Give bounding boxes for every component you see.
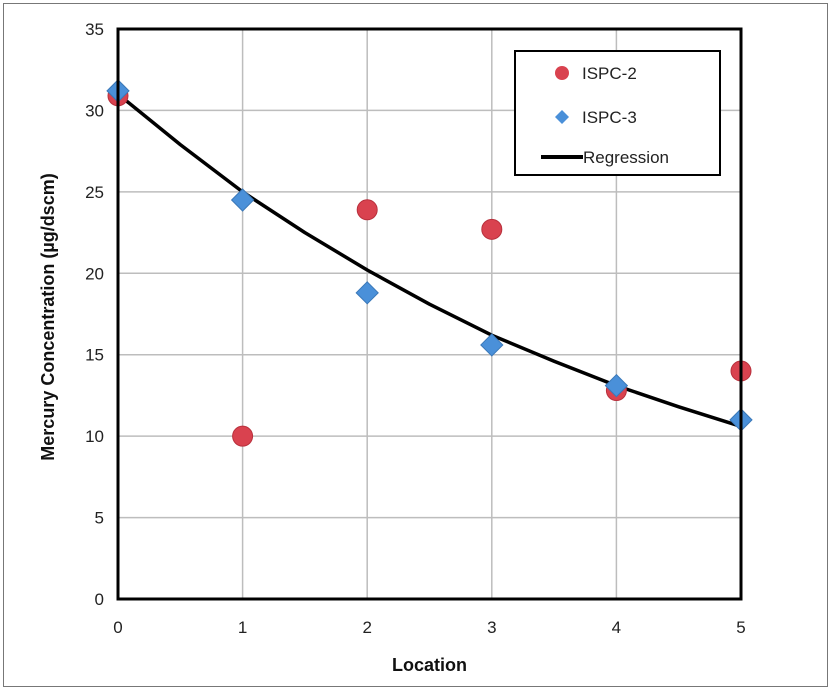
legend-box <box>514 50 721 176</box>
y-tick-label: 20 <box>85 264 104 283</box>
ispc-3-point <box>604 373 629 398</box>
plot-area-border <box>116 27 743 601</box>
y-tick-label: 0 <box>95 590 104 609</box>
legend-label-ispc-3: ISPC-3 <box>582 108 637 127</box>
chart: 0 1 2 3 4 5 0 5 10 15 20 25 30 35 Location Mercury Co… <box>38 20 753 675</box>
regression-line <box>116 92 742 429</box>
y-tick-label: 15 <box>85 346 104 365</box>
ispc-3-point <box>230 188 255 212</box>
ispc-3-point <box>480 333 504 357</box>
legend-label-ispc-2: ISPC-2 <box>582 64 637 83</box>
legend-label-regression: Regression <box>583 148 669 167</box>
ispc-3-point <box>355 281 379 305</box>
x-tick-label: 5 <box>736 618 745 637</box>
x-tick-label: 1 <box>238 618 247 637</box>
x-tick-label: 0 <box>113 618 122 637</box>
x-axis-title: Location <box>392 655 467 675</box>
x-tick-label: 3 <box>487 618 496 637</box>
y-axis-title: Mercury Concentration (µg/dscm) <box>38 173 58 460</box>
legend: ISPC-2 ISPC-3 Regression <box>514 50 721 176</box>
y-tick-label: 10 <box>85 427 104 446</box>
ispc-2-point <box>356 199 378 221</box>
y-tick-label: 30 <box>85 101 104 120</box>
legend-marker-ispc-2 <box>555 66 569 80</box>
y-tick-label: 25 <box>85 183 104 202</box>
ispc-2-point <box>481 218 503 240</box>
x-tick-label: 2 <box>362 618 371 637</box>
tick-labels: 0 1 2 3 4 5 0 5 10 15 20 25 30 35 <box>85 20 746 637</box>
y-tick-label: 5 <box>95 509 104 528</box>
chart-frame: 0 1 2 3 4 5 0 5 10 15 20 25 30 35 Location Mercury Co… <box>3 3 828 687</box>
x-tick-label: 4 <box>612 618 621 637</box>
regression-layer <box>116 92 742 429</box>
y-tick-label: 35 <box>85 20 104 39</box>
legend-marker-ispc-3 <box>555 110 569 124</box>
ispc-2-point <box>232 425 254 447</box>
